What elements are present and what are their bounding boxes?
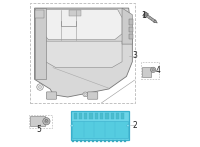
FancyBboxPatch shape	[116, 113, 119, 119]
Circle shape	[39, 86, 41, 88]
FancyBboxPatch shape	[100, 113, 103, 119]
FancyBboxPatch shape	[108, 140, 110, 142]
FancyBboxPatch shape	[89, 113, 93, 119]
Circle shape	[71, 125, 73, 127]
Circle shape	[43, 118, 50, 125]
Polygon shape	[35, 8, 46, 79]
FancyBboxPatch shape	[69, 10, 81, 16]
Circle shape	[45, 120, 48, 123]
FancyBboxPatch shape	[72, 121, 128, 138]
Text: 2: 2	[133, 121, 138, 130]
FancyBboxPatch shape	[129, 19, 133, 25]
Polygon shape	[35, 8, 132, 97]
Polygon shape	[153, 20, 157, 23]
Polygon shape	[46, 41, 122, 68]
Circle shape	[151, 67, 156, 72]
FancyBboxPatch shape	[129, 27, 133, 32]
FancyBboxPatch shape	[96, 140, 98, 142]
Circle shape	[37, 84, 43, 90]
FancyBboxPatch shape	[129, 34, 133, 39]
FancyBboxPatch shape	[111, 113, 114, 119]
Circle shape	[152, 69, 154, 71]
Circle shape	[127, 125, 129, 127]
FancyBboxPatch shape	[100, 140, 102, 142]
FancyBboxPatch shape	[104, 140, 106, 142]
Circle shape	[83, 92, 88, 97]
FancyBboxPatch shape	[112, 140, 114, 142]
FancyBboxPatch shape	[84, 140, 86, 142]
FancyBboxPatch shape	[92, 140, 94, 142]
FancyBboxPatch shape	[120, 140, 122, 142]
Polygon shape	[143, 12, 148, 18]
FancyBboxPatch shape	[74, 113, 77, 119]
Text: 4: 4	[156, 66, 161, 75]
FancyBboxPatch shape	[124, 140, 126, 142]
FancyBboxPatch shape	[71, 111, 129, 140]
FancyBboxPatch shape	[72, 140, 74, 142]
Text: 0: 0	[45, 119, 48, 123]
FancyBboxPatch shape	[35, 10, 44, 18]
FancyBboxPatch shape	[80, 140, 82, 142]
Circle shape	[84, 93, 86, 96]
Polygon shape	[122, 8, 132, 44]
FancyBboxPatch shape	[121, 113, 124, 119]
FancyBboxPatch shape	[142, 67, 151, 77]
Text: 3: 3	[133, 51, 138, 60]
FancyBboxPatch shape	[76, 140, 78, 142]
Text: 1: 1	[141, 11, 146, 20]
Polygon shape	[42, 10, 122, 40]
Polygon shape	[143, 13, 156, 23]
FancyBboxPatch shape	[105, 113, 109, 119]
FancyBboxPatch shape	[79, 113, 82, 119]
Text: 5: 5	[36, 125, 41, 134]
FancyBboxPatch shape	[84, 113, 87, 119]
FancyBboxPatch shape	[95, 113, 98, 119]
FancyBboxPatch shape	[88, 92, 98, 99]
FancyBboxPatch shape	[116, 140, 118, 142]
FancyBboxPatch shape	[30, 116, 45, 126]
FancyBboxPatch shape	[88, 140, 90, 142]
FancyBboxPatch shape	[46, 92, 57, 99]
